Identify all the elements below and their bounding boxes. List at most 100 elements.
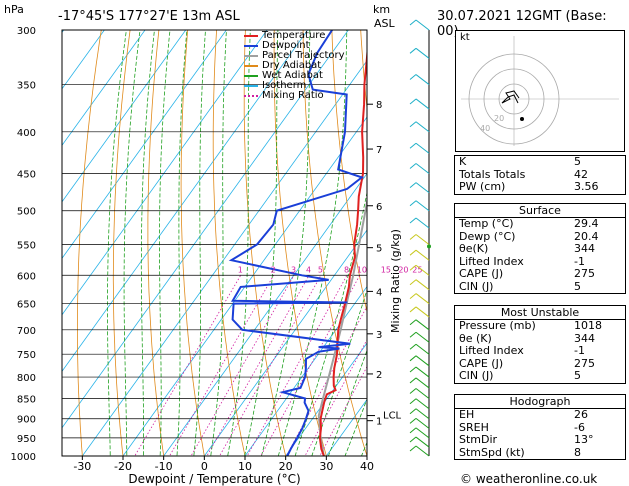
hodograph-panel: 20 40 kt (455, 30, 625, 152)
wet-adiabat-line (244, 30, 279, 456)
wind-barb-icon (409, 408, 430, 420)
legend-item: Mixing Ratio (244, 91, 345, 101)
row-label: Dewp (°C) (459, 229, 516, 243)
table-row: Lifted Index -1 (455, 255, 625, 269)
wind-barb-icon (409, 264, 430, 276)
hodograph-ring-label: 40 (480, 124, 490, 133)
location-title: -17°45'S 177°27'E 13m ASL (58, 9, 240, 24)
row-label: Totals Totals (459, 167, 526, 181)
legend-swatch (244, 75, 258, 77)
row-label: Temp (°C) (459, 217, 514, 230)
row-value: 5 (574, 155, 581, 168)
wind-barb-icon (409, 279, 430, 291)
wind-barb-icon (409, 249, 430, 261)
mixing-ratio-tick-label: 5 (318, 265, 323, 274)
pressure-tick-label: 950 (17, 434, 36, 445)
legend-item: Wet Adiabat (244, 71, 345, 81)
row-value: 1018 (574, 319, 602, 332)
wind-barb-icon (409, 47, 430, 59)
row-label: SREH (459, 420, 489, 434)
mixing-ratio-axis-title: Mixing Ratio (g/kg) (389, 229, 402, 333)
km-tick-label: 4 (376, 287, 382, 298)
pressure-tick-label: 650 (17, 300, 36, 311)
table-title: Hodograph (455, 395, 625, 409)
row-value: 42 (574, 167, 588, 181)
legend-swatch (244, 55, 258, 57)
lcl-label: LCL (383, 411, 402, 422)
legend-item: Dewpoint (244, 41, 345, 51)
row-label: CAPE (J) (459, 356, 504, 370)
legend-label: Dewpoint (262, 40, 310, 51)
wind-barb-icon (409, 98, 430, 110)
hodograph-kt-label: kt (460, 32, 470, 43)
wind-barb-icon (409, 427, 430, 439)
hpa-unit-label: hPa (4, 3, 24, 16)
row-label: PW (cm) (459, 180, 506, 193)
dry-adiabat-line (112, 30, 131, 456)
dewpoint-line (228, 30, 364, 456)
row-label: Lifted Index (459, 344, 524, 357)
wind-barb-icon (409, 418, 430, 429)
wind-barb-icon (409, 182, 430, 193)
indices-table: K 5 Totals Totals 42 PW (cm) 3.56 (454, 155, 626, 195)
row-label: StmDir (459, 433, 498, 446)
wet-adiabat-line (193, 30, 206, 456)
row-value: 8 (574, 445, 581, 459)
pressure-tick-label: 450 (17, 169, 36, 180)
isotherm-line (62, 30, 268, 316)
row-value: 275 (574, 356, 595, 370)
km-tick-label: 8 (376, 100, 382, 111)
table-row: θe(K) 344 (455, 242, 625, 256)
storm-motion-marker (520, 117, 524, 121)
isotherm-line (62, 30, 227, 259)
wet-adiabat-line (107, 30, 127, 456)
isotherm-line (62, 30, 309, 372)
legend-label: Mixing Ratio (262, 90, 324, 101)
pressure-tick-label: 750 (17, 350, 36, 361)
legend-label: Temperature (262, 30, 326, 41)
km-tick-label: 3 (376, 330, 382, 341)
row-label: CAPE (J) (459, 267, 504, 280)
table-row: θe (K) 344 (455, 331, 625, 346)
mixing-ratio-tick-label: 2 (271, 265, 276, 274)
hodograph-stats-table: Hodograph EH 26 SREH -6 StmDir 13° StmSpd (kt) 8 (454, 394, 626, 460)
pressure-tick-label: 300 (17, 26, 36, 37)
mixing-ratio-tick-label: 4 (306, 265, 311, 274)
isotherm-line (62, 30, 349, 429)
row-value: 3.56 (574, 180, 599, 193)
wet-adiabat-line (294, 190, 367, 456)
row-label: StmSpd (kt) (459, 445, 525, 459)
table-row: StmSpd (kt) 8 (455, 445, 625, 460)
row-value: -1 (574, 344, 585, 357)
wind-barb-icon (409, 343, 430, 355)
legend-item: Dry Adiabat (244, 61, 345, 71)
isotherm-line (163, 172, 367, 456)
dry-adiabat-line (273, 30, 327, 456)
mixing-ratio-tick-label: 1 (238, 265, 243, 274)
isotherm-line (62, 30, 187, 203)
wind-barb-icon (409, 293, 430, 304)
km-tick-label: 7 (376, 145, 382, 156)
pressure-tick-label: 350 (17, 81, 36, 92)
wind-barb-icon (409, 19, 430, 31)
km-tick-label: 6 (376, 202, 382, 213)
wet-adiabat-line (227, 30, 251, 456)
x-tick-label: -20 (114, 460, 132, 473)
chart-legend: Temperature Dewpoint Parcel Trajectory Dry … (244, 31, 345, 101)
legend-label: Parcel Trajectory (262, 50, 345, 61)
row-label: θe (K) (459, 331, 492, 345)
wind-barb-icon (409, 355, 430, 367)
isotherm-line (122, 116, 367, 456)
x-tick-label: -10 (155, 460, 173, 473)
pressure-tick-label: 800 (17, 373, 36, 384)
row-label: CIN (J) (459, 279, 494, 293)
row-value: -6 (574, 420, 585, 434)
mixing-ratio-tick-label: 20 (398, 265, 408, 274)
temperature-line (318, 46, 367, 456)
pressure-tick-label: 550 (17, 240, 36, 251)
hodograph-ring-label: 20 (494, 114, 504, 123)
pressure-tick-label: 1000 (11, 452, 36, 463)
wet-adiabat-line (277, 30, 348, 456)
dry-adiabat-line (147, 30, 165, 456)
table-row: CIN (J) 5 (455, 369, 625, 383)
